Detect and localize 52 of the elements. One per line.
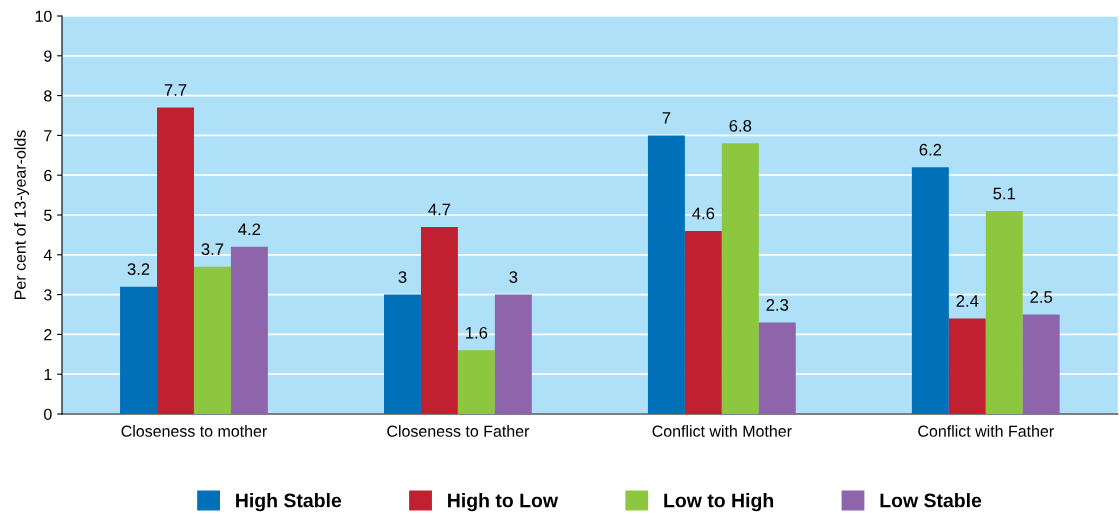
x-tick-label: Closeness to mother — [121, 425, 267, 437]
bar — [985, 211, 1023, 414]
data-label: 6.2 — [919, 143, 942, 156]
y-tick-label: 10 — [35, 10, 52, 22]
y-tick-label: 1 — [44, 369, 52, 380]
data-label: 6.8 — [729, 119, 752, 132]
data-label: 2.4 — [956, 295, 979, 307]
data-label: 1.6 — [466, 326, 488, 339]
bar — [230, 246, 268, 414]
y-tick-label: 0 — [44, 408, 52, 420]
y-tick-label: 2 — [44, 329, 52, 341]
bar — [384, 294, 421, 414]
y-tick-label: 3 — [44, 289, 52, 301]
bar — [420, 226, 458, 414]
bar — [494, 294, 532, 414]
y-tick-label: 4 — [43, 249, 52, 261]
bar — [948, 318, 986, 414]
y-axis-title: Per cent of 13-year-olds — [14, 130, 29, 299]
y-tick-label: 5 — [44, 209, 52, 221]
bar — [684, 230, 722, 414]
data-label: 2.3 — [766, 299, 789, 311]
y-tick-label: 8 — [44, 90, 52, 102]
data-label: 4.2 — [238, 223, 261, 236]
data-label: 3.2 — [127, 263, 150, 276]
legend-label: Low Stable — [880, 493, 982, 508]
y-tick-label: 9 — [44, 50, 52, 62]
data-label: 3.7 — [201, 243, 224, 256]
x-tick-label: Closeness to Father — [387, 425, 530, 437]
data-label: 7.7 — [164, 84, 187, 96]
legend-label: High to Low — [448, 493, 559, 512]
legend-label: Low to High — [664, 493, 774, 512]
bar — [457, 350, 495, 414]
bar — [911, 167, 949, 414]
data-label: 3 — [509, 271, 518, 283]
legend-label: High Stable — [236, 493, 342, 512]
data-label: 2.5 — [1030, 291, 1053, 303]
x-tick-label: Conflict with Father — [918, 425, 1054, 437]
bar — [193, 266, 231, 414]
data-label: 5.1 — [993, 187, 1016, 200]
data-label: 3 — [398, 271, 407, 283]
y-tick-label: 6 — [44, 169, 52, 182]
bar — [758, 322, 796, 414]
bar — [157, 107, 194, 414]
bar — [1022, 314, 1060, 414]
x-tick-label: Conflict with Mother — [652, 425, 792, 437]
bar — [647, 135, 685, 414]
bar — [120, 286, 158, 414]
data-label: 4.6 — [692, 207, 715, 220]
bar — [721, 143, 759, 414]
data-label: 4.7 — [428, 203, 451, 216]
data-label: 7 — [662, 112, 671, 124]
y-tick-label: 7 — [44, 130, 52, 142]
